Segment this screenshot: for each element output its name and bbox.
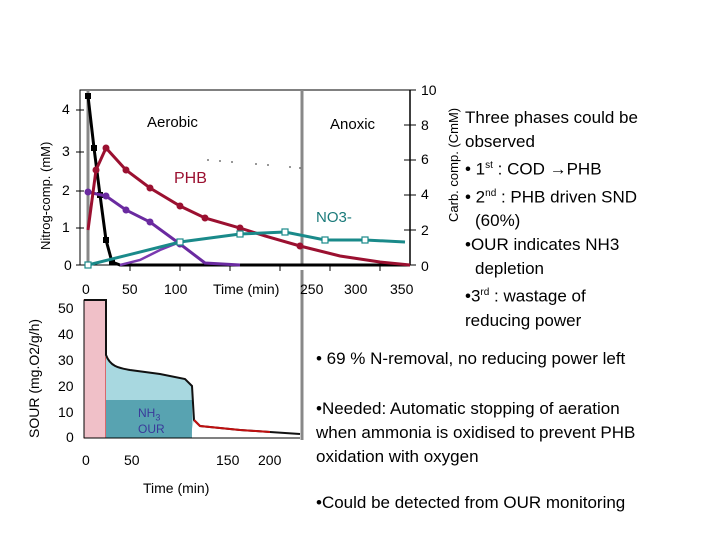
sour-tick-50: 50 (58, 300, 74, 316)
cod-marker (146, 218, 154, 226)
x-axis-title: Time (min) (213, 281, 280, 297)
nh3-marker (109, 259, 115, 265)
phase-aerobic-label: Aerobic (147, 114, 198, 131)
phb-marker (176, 202, 184, 210)
nh3-marker (85, 93, 91, 99)
note-n-removal: • 69 % N-removal, no reducing power left (316, 349, 626, 368)
our-curve-tail (193, 419, 271, 433)
sour-tick-10: 10 (58, 404, 74, 420)
x-tick-300: 300 (344, 281, 368, 297)
x-tick-0: 0 (82, 281, 90, 297)
phb-marker (92, 166, 100, 174)
bullet-phase-2: • 2nd : PHB driven SND (465, 187, 638, 207)
bullet-phase-1: • 1st : COD →PHB (465, 159, 602, 179)
aeration-block (83, 299, 107, 439)
right-tick-10: 10 (421, 82, 437, 98)
left-axis-ticks (76, 109, 84, 266)
right-axis-ticks (404, 89, 416, 266)
right-axis-title: Carb. comp. (CmM) (446, 107, 461, 222)
phases-bullet-list: Three phases could be observed • 1st : C… (465, 106, 638, 333)
note-needed: •Needed: Automatic stopping of aeration … (316, 397, 635, 469)
note-needed-line-1: •Needed: Automatic stopping of aeration (316, 399, 620, 418)
no3-marker (281, 228, 289, 236)
bottom-x-axis-title: Time (min) (143, 480, 210, 496)
note-needed-line-3: oxidation with oxygen (316, 447, 479, 466)
cod-marker (122, 206, 130, 214)
bottom-x-tick-0: 0 (82, 452, 90, 468)
no3-series-label: NO3- (316, 209, 352, 226)
nh3-marker (103, 237, 109, 243)
bullet-line-5: (60%) (475, 211, 521, 231)
x-tick-250: 250 (300, 281, 324, 297)
phb-marker (236, 224, 244, 232)
left-tick-2: 2 (62, 182, 70, 198)
bullet-line-7: depletion (475, 259, 545, 279)
no3-marker (176, 238, 184, 246)
bullet-line-1: Three phases could be (465, 108, 638, 127)
note-needed-line-2: when ammonia is oxidised to prevent PHB (316, 423, 636, 442)
phase-anoxic-label: Anoxic (330, 116, 376, 133)
left-tick-4: 4 (62, 101, 70, 117)
nh3-fill (106, 400, 192, 438)
sour-tick-0: 0 (66, 429, 74, 445)
x-tick-100: 100 (164, 281, 188, 297)
bullet-our: •OUR indicates NH3 (465, 235, 620, 255)
bullet-line-9: reducing power (465, 310, 582, 330)
bottom-x-tick-150: 150 (216, 452, 240, 468)
right-tick-8: 8 (421, 117, 429, 133)
x-tick-50: 50 (122, 281, 138, 297)
left-axis-title: Nitrog-comp. (mM) (38, 141, 53, 250)
phb-marker (296, 242, 304, 250)
bottom-x-tick-50: 50 (124, 452, 140, 468)
right-tick-2: 2 (421, 222, 429, 238)
sour-tick-40: 40 (58, 326, 74, 342)
note-detected: •Could be detected from OUR monitoring (316, 493, 626, 512)
bullet-line-2: observed (465, 132, 535, 151)
nh3-label-sub: 3 (155, 412, 161, 423)
no3-marker (84, 261, 92, 269)
no3-marker (361, 236, 369, 244)
right-tick-0: 0 (421, 258, 429, 274)
cod-marker (84, 188, 92, 196)
no3-marker (321, 236, 329, 244)
phb-marker (201, 214, 209, 222)
nh3-marker (91, 145, 97, 151)
our-area-label: OUR (138, 422, 165, 436)
series-no3-markers (84, 228, 369, 269)
phb-marker (146, 184, 154, 192)
phb-marker (102, 144, 110, 152)
sour-tick-20: 20 (58, 378, 74, 394)
right-tick-4: 4 (421, 186, 429, 202)
cod-marker (102, 192, 110, 200)
dotted-trace (207, 159, 301, 169)
x-tick-350: 350 (390, 281, 414, 297)
left-tick-3: 3 (62, 143, 70, 159)
nh3-area-label: NH3 (138, 406, 160, 422)
series-phb-markers (92, 144, 304, 250)
left-tick-0: 0 (64, 257, 72, 273)
phb-marker (122, 166, 130, 174)
phb-series-label: PHB (174, 170, 207, 187)
bottom-x-tick-200: 200 (258, 452, 282, 468)
nh3-label-main: NH (138, 406, 156, 420)
right-tick-6: 6 (421, 151, 429, 167)
no3-marker (236, 230, 244, 238)
sour-tick-30: 30 (58, 352, 74, 368)
sour-axis-title: SOUR (mg.O2/g/h) (26, 318, 42, 438)
bullet-phase-3: •3rd : wastage of (465, 286, 586, 306)
left-tick-1: 1 (62, 219, 70, 235)
